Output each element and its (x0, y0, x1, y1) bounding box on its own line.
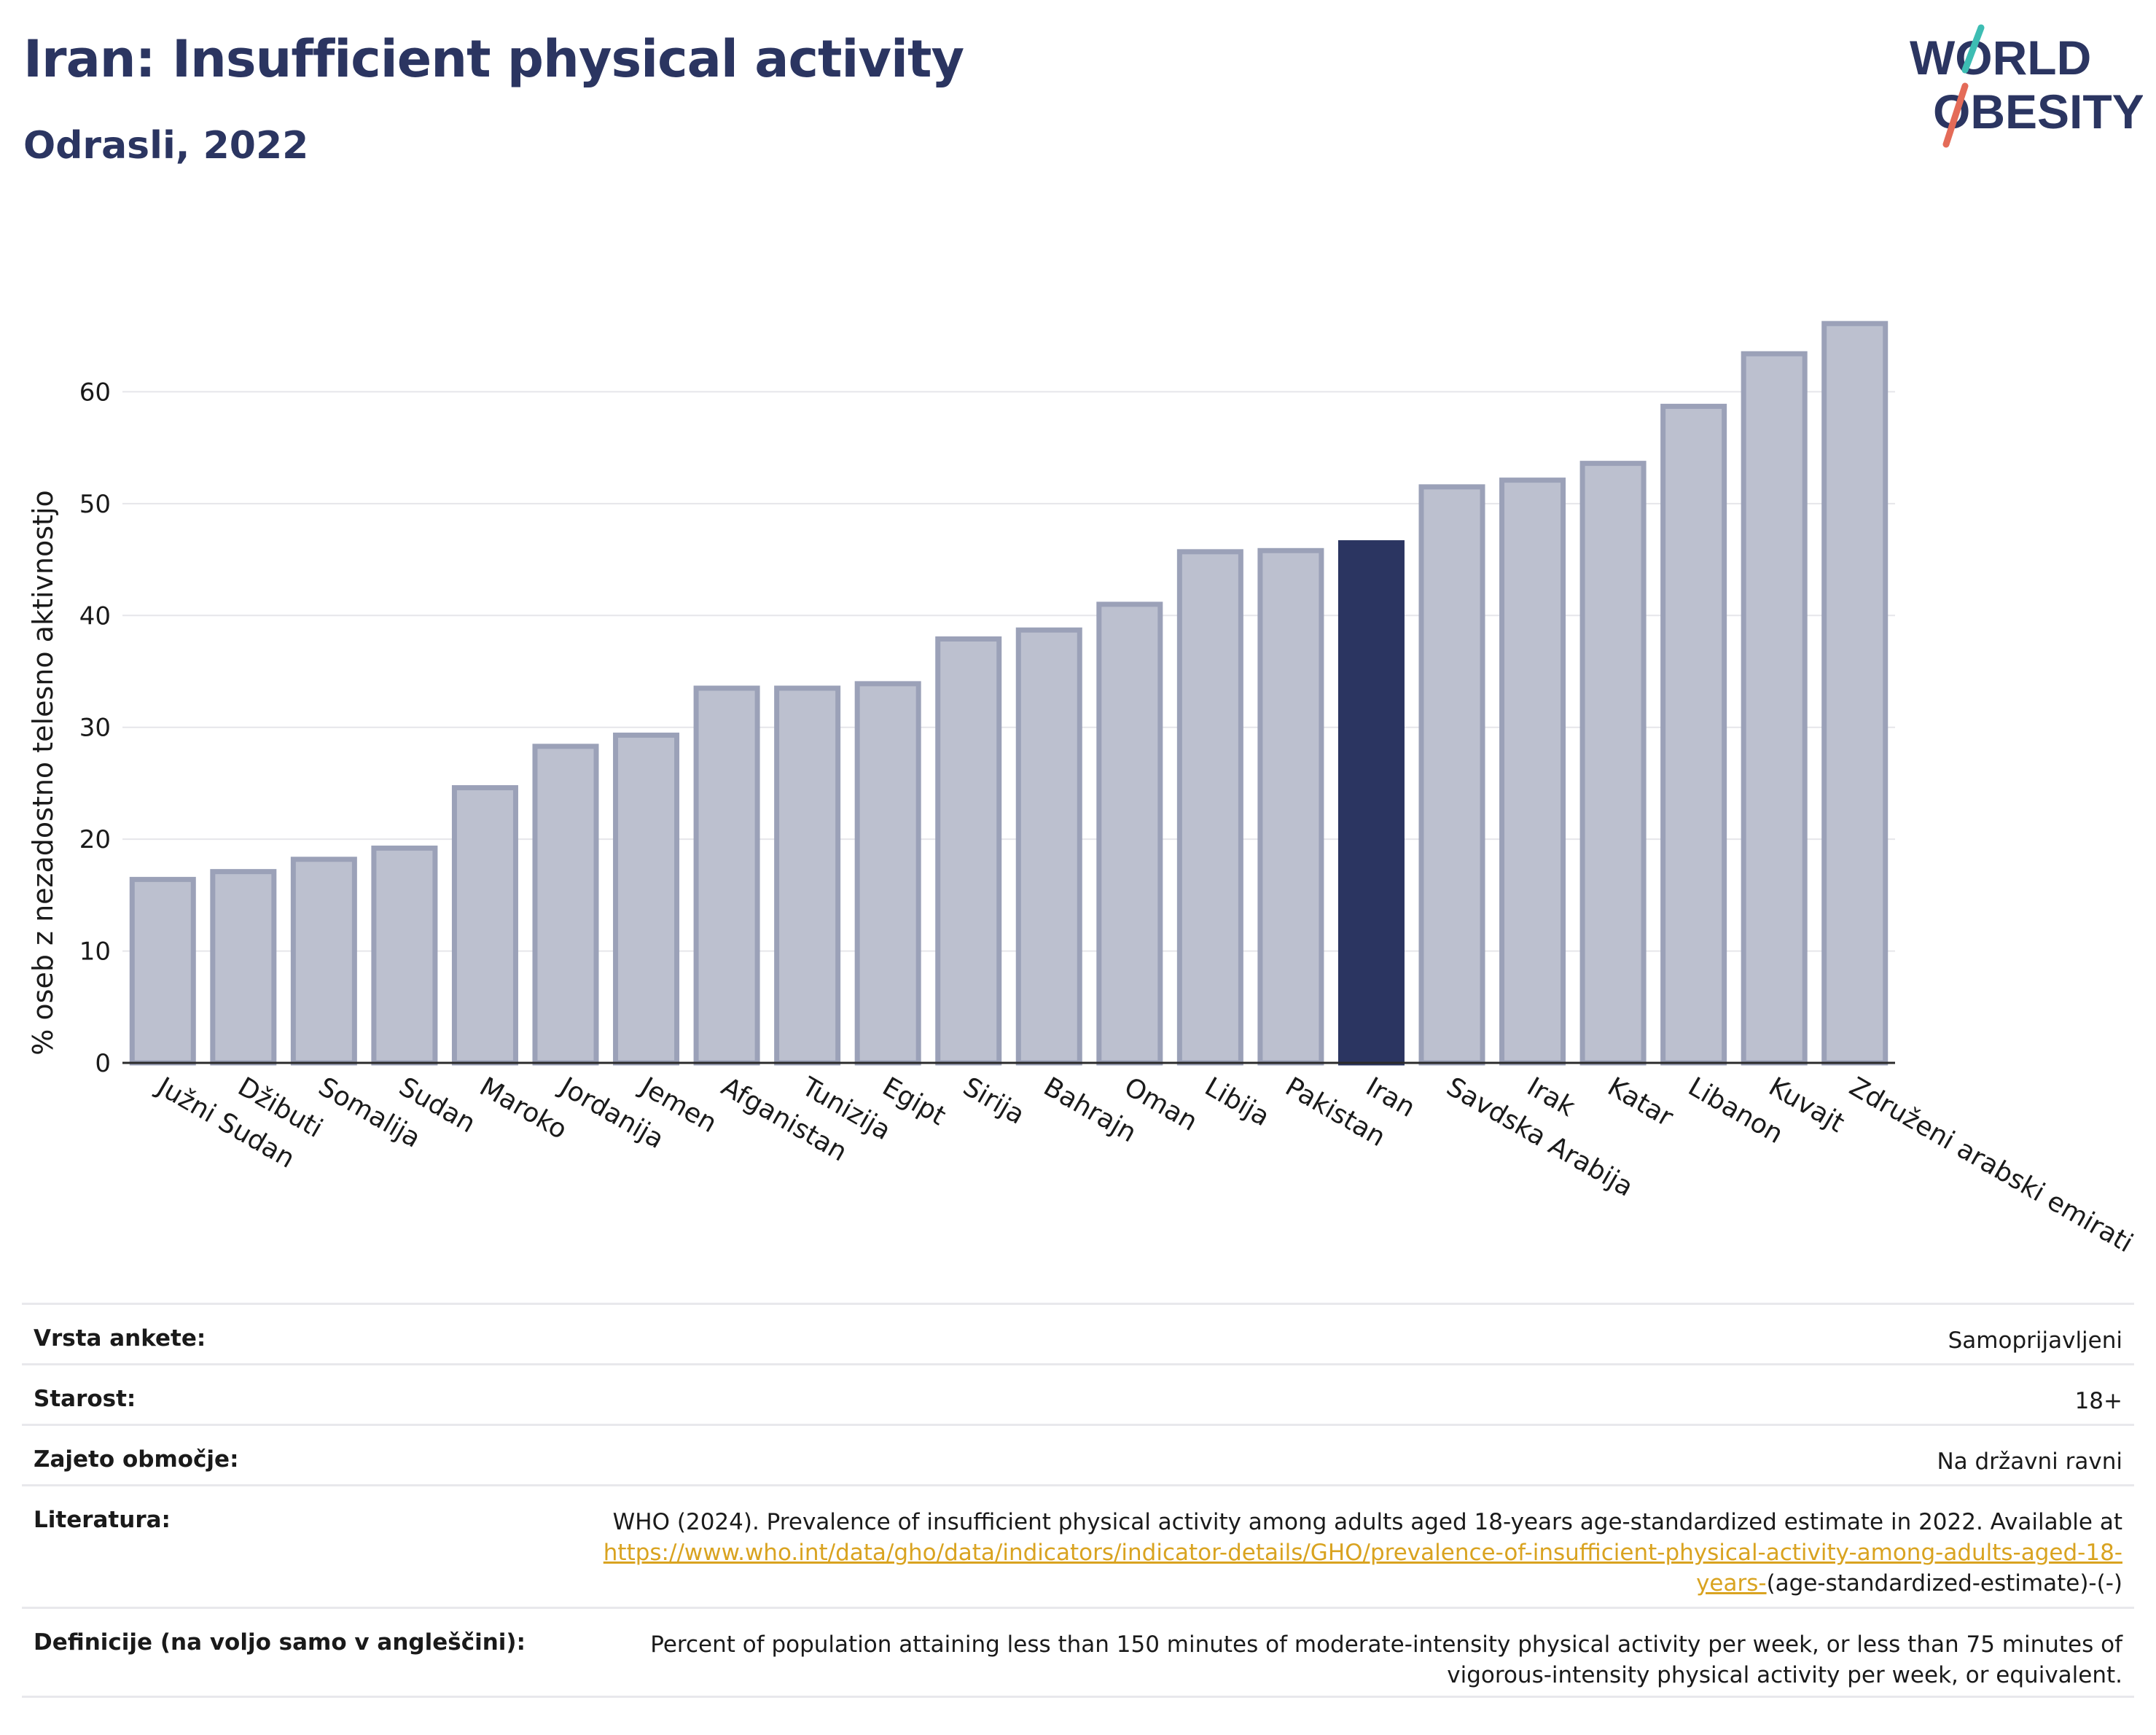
meta-value: WHO (2024). Prevalence of insufficient p… (555, 1507, 2122, 1599)
y-tick-label: 30 (79, 714, 111, 743)
bar-afganistan (693, 685, 760, 1066)
bar-somalija (290, 857, 357, 1066)
meta-label: Literatura: (34, 1507, 171, 1533)
meta-value: Percent of population attaining less tha… (650, 1631, 2122, 1688)
meta-row-age: Starost: 18+ (22, 1363, 2134, 1424)
bar-kuvajt (1741, 351, 1808, 1066)
meta-label: Definicije (na voljo samo v angleščini): (34, 1629, 526, 1656)
meta-label: Starost: (34, 1386, 136, 1412)
x-tick-label: Sirija (958, 1072, 1029, 1130)
bar-džibuti (210, 869, 277, 1066)
logo-obesity-text: OBESITY (1933, 85, 2143, 139)
meta-value: Na državni ravni (1937, 1449, 2122, 1475)
bar-jemen (613, 732, 680, 1066)
world-obesity-logo: WORLD OBESITY (1910, 24, 2143, 148)
bar-egipt (854, 681, 921, 1066)
y-axis-label: % oseb z nezadostno telesno aktivnostjo (27, 490, 59, 1056)
meta-row-definitions: Definicije (na voljo samo v angleščini):… (22, 1607, 2134, 1698)
bar-pakistan (1257, 547, 1324, 1066)
x-tick-label: Libija (1200, 1072, 1275, 1132)
y-tick-label: 20 (79, 825, 111, 854)
bar-bahrajn (1015, 627, 1082, 1066)
reference-suffix: (age-standardized-estimate)-(-) (1766, 1570, 2122, 1596)
meta-row-coverage: Zajeto območje: Na državni ravni (22, 1424, 2134, 1484)
meta-row-reference: Literatura: WHO (2024). Prevalence of in… (22, 1484, 2134, 1607)
bar-chart: 0 10 20 30 40 50 60 Južni SudanDžibutiSomalija… (27, 321, 2138, 1259)
chart-subtitle: Odrasli, 2022 (23, 124, 309, 168)
reference-link[interactable]: https://www.who.int/data/gho/data/indica… (603, 1540, 2122, 1596)
x-tick-label: Katar (1603, 1072, 1679, 1133)
y-tick-label: 10 (79, 937, 111, 967)
meta-row-survey-type: Vrsta ankete: Samoprijavljeni (22, 1303, 2134, 1363)
bar-tunizija (774, 685, 841, 1066)
bars (122, 321, 1895, 1066)
bar-združeni-arabski-emirati (1821, 321, 1889, 1066)
meta-label: Zajeto območje: (34, 1446, 239, 1473)
bar-irak (1499, 477, 1566, 1066)
x-tick-label: Maroko (474, 1072, 572, 1145)
bar-maroko (451, 785, 518, 1066)
y-tick-label: 50 (79, 490, 111, 519)
y-tick-label: 0 (95, 1049, 111, 1078)
bar-katar (1579, 461, 1647, 1066)
bar-sudan (371, 845, 438, 1066)
bar-jordanija (532, 744, 599, 1066)
x-axis-ticks: Južni SudanDžibutiSomalijaSudanMarokoJor… (151, 1071, 2138, 1258)
bar-libanon (1660, 403, 1727, 1066)
x-tick-label: Bahrajn (1039, 1072, 1141, 1148)
bar-oman (1096, 601, 1163, 1066)
bar-južni-sudan (129, 876, 196, 1066)
chart-title: Iran: Insufficient physical activity (23, 29, 964, 89)
y-axis-ticks: 0 10 20 30 40 50 60 (79, 378, 111, 1078)
y-tick-label: 40 (79, 601, 111, 631)
bar-libija (1176, 549, 1243, 1066)
meta-value: 18+ (2074, 1388, 2122, 1414)
meta-label: Vrsta ankete: (34, 1325, 206, 1352)
bar-savdska-arabija (1418, 484, 1485, 1066)
x-tick-label: Združeni arabski emirati (1844, 1072, 2138, 1258)
logo-world-text: WORLD (1910, 31, 2091, 85)
meta-value: Samoprijavljeni (1948, 1327, 2122, 1354)
bar-iran (1337, 540, 1405, 1066)
bar-sirija (935, 636, 1002, 1066)
reference-text: WHO (2024). Prevalence of insufficient p… (612, 1509, 2122, 1535)
metadata-table: Vrsta ankete: Samoprijavljeni Starost: 1… (22, 1303, 2134, 1698)
y-tick-label: 60 (79, 378, 111, 407)
